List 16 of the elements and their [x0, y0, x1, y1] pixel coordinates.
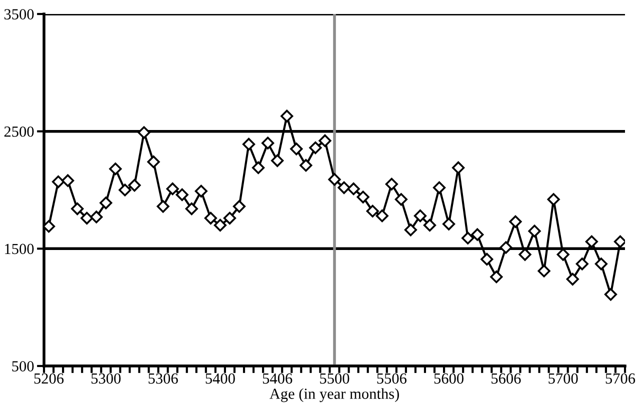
- x-tick-label: 5700: [548, 373, 578, 384]
- x-tick-label: 5400: [206, 373, 235, 384]
- x-tick-label: 5606: [492, 373, 521, 384]
- x-tick-label: 5706: [606, 373, 636, 384]
- y-tick-label: 500: [12, 361, 34, 372]
- x-tick-label: 5300: [92, 373, 121, 384]
- x-tick-label: 5506: [377, 373, 406, 384]
- y-tick-label: 2500: [4, 126, 34, 137]
- x-axis-title: Age (in year months): [270, 388, 399, 402]
- x-tick-label: 5406: [262, 373, 292, 384]
- x-tick-label: 5600: [434, 373, 464, 384]
- x-tick-label: 5500: [320, 373, 350, 384]
- x-tick-label: 5306: [148, 373, 178, 384]
- y-tick-label: 1500: [5, 244, 34, 254]
- y-tick-label: 3500: [4, 9, 34, 20]
- x-tick-label: 5206: [34, 373, 64, 384]
